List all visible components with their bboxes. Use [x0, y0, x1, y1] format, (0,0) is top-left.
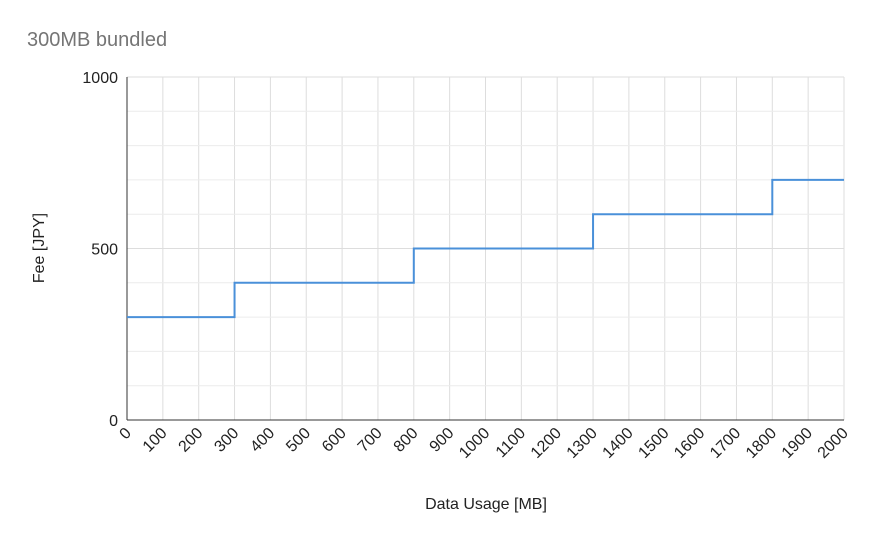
x-tick-label: 1900: [779, 425, 816, 462]
x-tick-label: 600: [319, 425, 350, 456]
x-tick-label: 0: [117, 425, 135, 443]
x-tick-label: 400: [247, 425, 278, 456]
x-tick-label: 800: [391, 425, 422, 456]
y-tick-label: 500: [91, 242, 118, 259]
series-layer: [126, 178, 845, 319]
x-tick-label: 700: [355, 425, 386, 456]
x-tick-label: 1600: [671, 425, 708, 462]
x-tick-label: 1100: [493, 425, 529, 461]
y-tick-label: 0: [109, 413, 118, 430]
x-tick-label: 100: [140, 425, 171, 456]
x-tick-label: 1000: [456, 425, 493, 462]
x-tick-label: 1300: [564, 425, 601, 462]
series-line: [127, 178, 844, 319]
y-tick-label: 1000: [82, 70, 118, 87]
x-tick-label: 1700: [707, 425, 744, 462]
x-tick-label: 200: [176, 425, 207, 456]
x-axis-title: Data Usage [MB]: [425, 496, 547, 513]
x-tick-label: 1800: [743, 425, 780, 462]
x-tick-label: 1200: [528, 425, 565, 462]
x-tick-label: 1400: [600, 425, 637, 462]
x-tick-label: 2000: [815, 425, 852, 462]
x-tick-label: 500: [283, 425, 314, 456]
x-tick-label: 1500: [635, 425, 672, 462]
x-tick-label: 900: [427, 425, 458, 456]
y-axis-title: Fee [JPY]: [31, 213, 48, 283]
axis-layer: [126, 77, 844, 421]
chart-title: 300MB bundled: [27, 29, 167, 51]
x-tick-label: 300: [211, 425, 242, 456]
